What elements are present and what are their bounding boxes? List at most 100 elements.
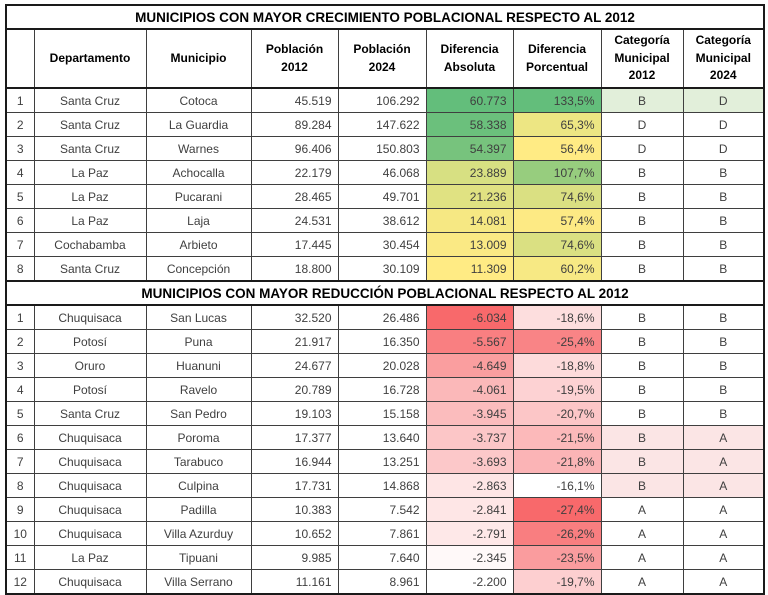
poblacion-2012-cell: 17.445 xyxy=(250,232,339,257)
diferencia-porcentual-cell: 56,4% xyxy=(512,136,602,161)
categoria-municipal-2024-cell: B xyxy=(682,304,765,330)
departamento-cell: Santa Cruz xyxy=(33,136,147,161)
categoria-municipal-2012-cell: B xyxy=(600,449,684,474)
diferencia-absoluta-cell: -3.945 xyxy=(425,401,514,426)
diferencia-absoluta-cell: 21.236 xyxy=(425,184,514,209)
diferencia-absoluta-cell: -2.200 xyxy=(425,569,514,595)
poblacion-2024-cell: 46.068 xyxy=(337,160,427,185)
header-diferencia-porcentual: Diferencia Porcentual xyxy=(512,28,602,89)
categoria-municipal-2012-cell: B xyxy=(600,401,684,426)
diferencia-absoluta-cell: 14.081 xyxy=(425,208,514,233)
spreadsheet-page: MUNICIPIOS CON MAYOR CRECIMIENTO POBLACI… xyxy=(5,4,766,595)
poblacion-2012-cell: 16.944 xyxy=(250,449,339,474)
municipio-cell: Puna xyxy=(145,329,252,354)
categoria-municipal-2024-cell: A xyxy=(682,521,765,546)
row-index-cell: 4 xyxy=(5,160,35,185)
header-row-index xyxy=(5,28,35,89)
diferencia-porcentual-cell: -16,1% xyxy=(512,473,602,498)
row-index-cell: 6 xyxy=(5,425,35,450)
row-index-cell: 5 xyxy=(5,401,35,426)
categoria-municipal-2024-cell: B xyxy=(682,160,765,185)
poblacion-2012-cell: 10.383 xyxy=(250,497,339,522)
table-row: 2 Santa Cruz La Guardia 89.284 147.622 58.338… xyxy=(5,112,765,137)
poblacion-2012-cell: 22.179 xyxy=(250,160,339,185)
row-index-cell: 4 xyxy=(5,377,35,402)
categoria-municipal-2012-cell: A xyxy=(600,569,684,595)
poblacion-2012-cell: 9.985 xyxy=(250,545,339,570)
poblacion-2024-cell: 8.961 xyxy=(337,569,427,595)
poblacion-2024-cell: 49.701 xyxy=(337,184,427,209)
row-index-cell: 9 xyxy=(5,497,35,522)
municipio-cell: San Lucas xyxy=(145,304,252,330)
categoria-municipal-2012-cell: B xyxy=(600,473,684,498)
categoria-municipal-2024-cell: B xyxy=(682,377,765,402)
diferencia-absoluta-cell: 58.338 xyxy=(425,112,514,137)
categoria-municipal-2024-cell: A xyxy=(682,569,765,595)
diferencia-porcentual-cell: -19,7% xyxy=(512,569,602,595)
table-row: 4 La Paz Achocalla 22.179 46.068 23.889 107,7%… xyxy=(5,160,765,185)
municipio-cell: Tarabuco xyxy=(145,449,252,474)
departamento-cell: Potosí xyxy=(33,377,147,402)
municipio-cell: Culpina xyxy=(145,473,252,498)
section-title-row-reduction: MUNICIPIOS CON MAYOR REDUCCIÓN POBLACION… xyxy=(5,280,765,306)
diferencia-absoluta-cell: -4.649 xyxy=(425,353,514,378)
departamento-cell: Chuquisaca xyxy=(33,497,147,522)
section-title-reduction: MUNICIPIOS CON MAYOR REDUCCIÓN POBLACION… xyxy=(5,280,765,306)
diferencia-absoluta-cell: -3.737 xyxy=(425,425,514,450)
departamento-cell: Chuquisaca xyxy=(33,449,147,474)
categoria-municipal-2024-cell: A xyxy=(682,449,765,474)
poblacion-2024-cell: 147.622 xyxy=(337,112,427,137)
header-categoria-municipal-2024: Categoría Municipal 2024 xyxy=(682,28,765,89)
row-index-cell: 11 xyxy=(5,545,35,570)
poblacion-2024-cell: 106.292 xyxy=(337,87,427,113)
municipio-cell: Ravelo xyxy=(145,377,252,402)
poblacion-2012-cell: 10.652 xyxy=(250,521,339,546)
departamento-cell: Santa Cruz xyxy=(33,401,147,426)
poblacion-2012-cell: 17.731 xyxy=(250,473,339,498)
diferencia-porcentual-cell: 74,6% xyxy=(512,184,602,209)
table-row: 2 Potosí Puna 21.917 16.350 -5.567 -25,4% B B xyxy=(5,329,765,354)
table-row: 1 Santa Cruz Cotoca 45.519 106.292 60.773 133,… xyxy=(5,87,765,113)
table-row: 6 La Paz Laja 24.531 38.612 14.081 57,4% B B xyxy=(5,208,765,233)
diferencia-absoluta-cell: -6.034 xyxy=(425,304,514,330)
categoria-municipal-2024-cell: B xyxy=(682,329,765,354)
poblacion-2024-cell: 7.640 xyxy=(337,545,427,570)
categoria-municipal-2024-cell: A xyxy=(682,473,765,498)
municipio-cell: Arbieto xyxy=(145,232,252,257)
diferencia-porcentual-cell: -20,7% xyxy=(512,401,602,426)
diferencia-porcentual-cell: -21,8% xyxy=(512,449,602,474)
diferencia-absoluta-cell: 54.397 xyxy=(425,136,514,161)
categoria-municipal-2012-cell: B xyxy=(600,232,684,257)
poblacion-2012-cell: 17.377 xyxy=(250,425,339,450)
municipio-cell: Pucarani xyxy=(145,184,252,209)
row-index-cell: 5 xyxy=(5,184,35,209)
poblacion-2024-cell: 7.542 xyxy=(337,497,427,522)
diferencia-porcentual-cell: -23,5% xyxy=(512,545,602,570)
diferencia-absoluta-cell: -2.345 xyxy=(425,545,514,570)
poblacion-2024-cell: 38.612 xyxy=(337,208,427,233)
categoria-municipal-2024-cell: A xyxy=(682,497,765,522)
categoria-municipal-2024-cell: D xyxy=(682,112,765,137)
header-municipio: Municipio xyxy=(145,28,252,89)
categoria-municipal-2024-cell: A xyxy=(682,425,765,450)
departamento-cell: La Paz xyxy=(33,208,147,233)
poblacion-2024-cell: 16.350 xyxy=(337,329,427,354)
section-title-growth: MUNICIPIOS CON MAYOR CRECIMIENTO POBLACI… xyxy=(5,4,765,30)
departamento-cell: Chuquisaca xyxy=(33,425,147,450)
table-row: 3 Santa Cruz Warnes 96.406 150.803 54.397 56,4… xyxy=(5,136,765,161)
diferencia-absoluta-cell: -5.567 xyxy=(425,329,514,354)
categoria-municipal-2024-cell: A xyxy=(682,545,765,570)
table-row: 3 Oruro Huanuni 24.677 20.028 -4.649 -18,8% B B xyxy=(5,353,765,378)
municipio-cell: La Guardia xyxy=(145,112,252,137)
poblacion-2012-cell: 32.520 xyxy=(250,304,339,330)
poblacion-2012-cell: 96.406 xyxy=(250,136,339,161)
table-row: 11 La Paz Tipuani 9.985 7.640 -2.345 -23,5% A A xyxy=(5,545,765,570)
poblacion-2024-cell: 20.028 xyxy=(337,353,427,378)
table-row: 12 Chuquisaca Villa Serrano 11.161 8.961 -2.2… xyxy=(5,569,765,595)
diferencia-porcentual-cell: -26,2% xyxy=(512,521,602,546)
diferencia-absoluta-cell: -3.693 xyxy=(425,449,514,474)
categoria-municipal-2024-cell: B xyxy=(682,401,765,426)
municipio-cell: Concepción xyxy=(145,256,252,282)
categoria-municipal-2024-cell: B xyxy=(682,256,765,282)
diferencia-porcentual-cell: -18,8% xyxy=(512,353,602,378)
